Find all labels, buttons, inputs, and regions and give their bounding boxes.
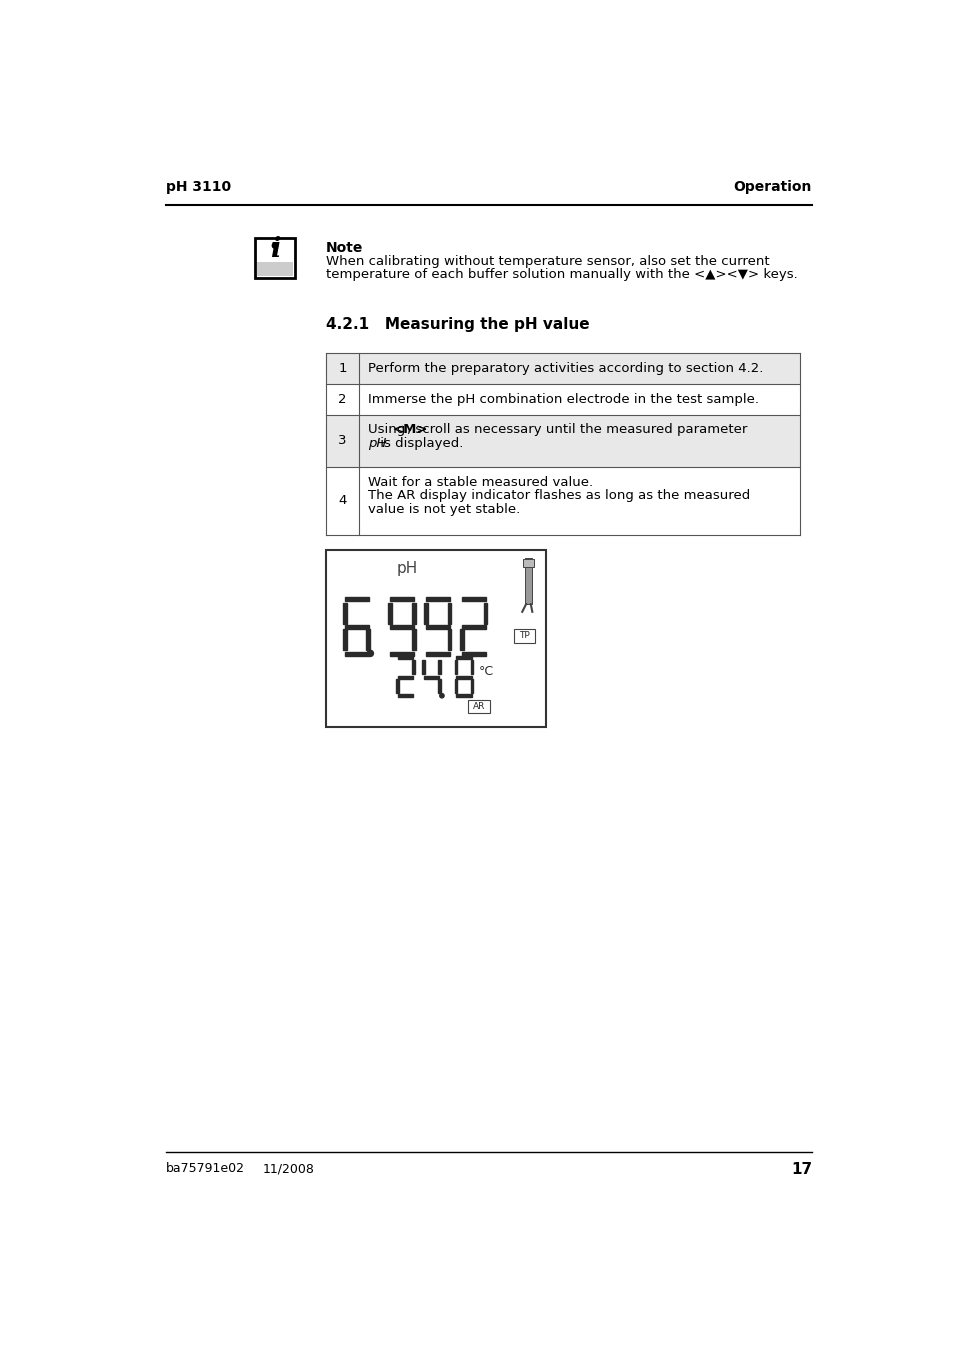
Bar <box>461 626 485 630</box>
Text: 17: 17 <box>790 1162 811 1177</box>
Bar <box>425 626 450 630</box>
Text: pH: pH <box>396 561 417 576</box>
Bar <box>397 676 413 678</box>
Circle shape <box>367 650 373 657</box>
Bar <box>411 603 416 624</box>
Bar <box>366 628 370 650</box>
Bar <box>470 661 473 674</box>
Bar <box>423 676 438 678</box>
Bar <box>483 603 487 624</box>
Text: ba75791e02: ba75791e02 <box>166 1162 245 1175</box>
Bar <box>344 651 368 655</box>
Bar <box>424 603 428 624</box>
Text: 4: 4 <box>338 494 346 508</box>
Text: Operation: Operation <box>733 180 811 193</box>
Bar <box>343 603 347 624</box>
Bar <box>456 694 472 697</box>
Bar <box>344 626 368 630</box>
Bar <box>437 678 440 693</box>
Bar <box>455 661 457 674</box>
Text: When calibrating without temperature sensor, also set the current: When calibrating without temperature sen… <box>326 255 769 269</box>
Bar <box>447 628 451 650</box>
Text: 2: 2 <box>338 393 346 405</box>
Bar <box>390 597 414 601</box>
Bar <box>461 597 485 601</box>
Bar <box>456 657 472 659</box>
Text: Using: Using <box>368 423 409 436</box>
Text: 3: 3 <box>338 435 346 447</box>
Circle shape <box>439 693 443 698</box>
Bar <box>326 550 545 727</box>
Text: 1: 1 <box>338 362 346 376</box>
Bar <box>390 651 414 655</box>
Text: °C: °C <box>478 665 494 678</box>
Circle shape <box>272 243 277 249</box>
Text: Immerse the pH combination electrode in the test sample.: Immerse the pH combination electrode in … <box>368 393 759 405</box>
Bar <box>455 678 457 693</box>
Text: AR: AR <box>472 703 484 711</box>
Bar <box>326 415 799 467</box>
Bar <box>326 353 799 384</box>
Text: pH 3110: pH 3110 <box>166 180 231 193</box>
Bar <box>390 626 414 630</box>
Bar <box>461 651 485 655</box>
Bar <box>468 700 489 713</box>
Bar <box>343 628 347 650</box>
Bar <box>397 657 413 659</box>
Bar <box>459 628 463 650</box>
Bar <box>522 559 534 567</box>
Bar <box>344 597 368 601</box>
Text: Perform the preparatory activities according to section 4.2.: Perform the preparatory activities accor… <box>368 362 762 376</box>
Bar <box>447 603 451 624</box>
Bar <box>425 651 450 655</box>
Text: pH: pH <box>368 436 386 450</box>
Text: TP: TP <box>518 631 530 640</box>
Text: value is not yet stable.: value is not yet stable. <box>368 503 519 516</box>
Text: 4.2.1   Measuring the pH value: 4.2.1 Measuring the pH value <box>326 317 589 332</box>
Text: <M>: <M> <box>393 423 428 436</box>
Bar <box>326 384 799 415</box>
Bar <box>421 661 424 674</box>
Bar <box>514 628 534 643</box>
Bar <box>257 262 293 276</box>
Bar <box>411 628 416 650</box>
Text: Note: Note <box>326 242 363 255</box>
Bar <box>524 558 532 604</box>
Bar <box>397 694 413 697</box>
Bar <box>470 678 473 693</box>
Bar <box>388 603 392 624</box>
Bar <box>326 467 799 535</box>
Text: is displayed.: is displayed. <box>375 436 462 450</box>
Text: 11/2008: 11/2008 <box>262 1162 314 1175</box>
Text: i: i <box>270 236 280 263</box>
Bar <box>456 676 472 678</box>
Bar <box>437 661 440 674</box>
Bar <box>425 597 450 601</box>
Text: Wait for a stable measured value.: Wait for a stable measured value. <box>368 476 593 489</box>
Bar <box>412 661 415 674</box>
Text: temperature of each buffer solution manually with the <▲><▼> keys.: temperature of each buffer solution manu… <box>326 267 797 281</box>
Text: , scroll as necessary until the measured parameter: , scroll as necessary until the measured… <box>407 423 747 436</box>
Bar <box>395 678 398 693</box>
Bar <box>254 238 294 278</box>
Text: The AR display indicator flashes as long as the measured: The AR display indicator flashes as long… <box>368 489 749 503</box>
